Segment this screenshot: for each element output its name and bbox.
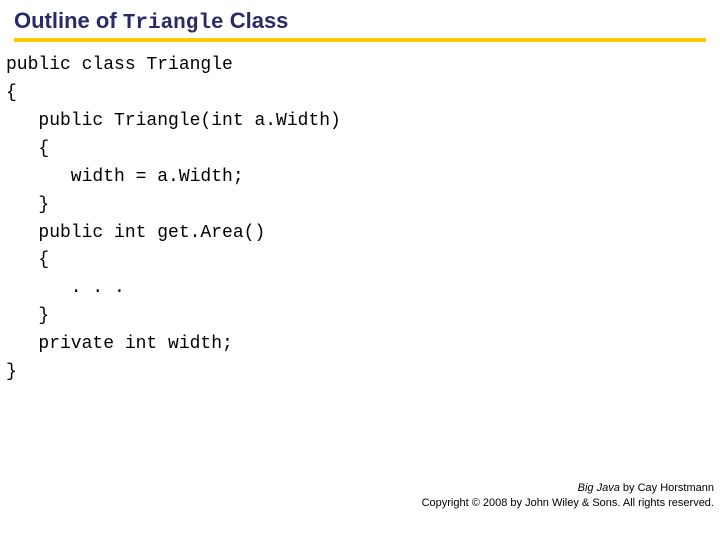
footer-book-title: Big Java [578,482,620,494]
footer-line-1: Big Java by Cay Horstmann [422,481,714,495]
title-part1: Outline of [14,8,123,33]
footer-copyright: Copyright © 2008 by John Wiley & Sons. A… [422,496,714,510]
footer: Big Java by Cay Horstmann Copyright © 20… [422,481,714,510]
slide: Outline of Triangle Class public class T… [0,0,720,540]
title-mono: Triangle [123,12,224,35]
title-region: Outline of Triangle Class [0,0,720,42]
slide-title: Outline of Triangle Class [14,8,706,36]
footer-author: by Cay Horstmann [620,482,714,494]
title-part2: Class [224,8,289,33]
code-block: public class Triangle { public Triangle(… [0,42,720,387]
